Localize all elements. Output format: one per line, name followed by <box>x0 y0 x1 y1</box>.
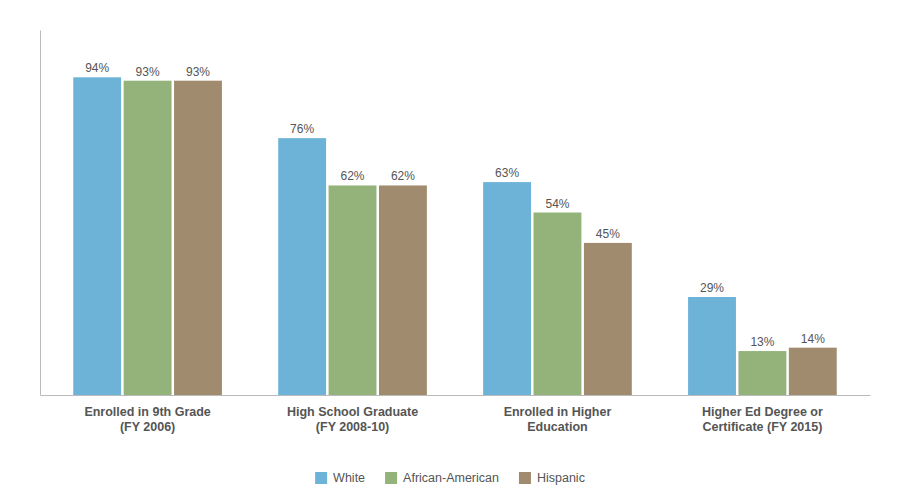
x-axis: Enrolled in 9th Grade(FY 2006) High Schoo… <box>41 396 871 434</box>
data-label: 93% <box>136 65 160 79</box>
data-label: 62% <box>341 169 365 183</box>
x-tick-label-line: High School Graduate <box>287 405 418 419</box>
bar <box>738 351 786 395</box>
data-label: 93% <box>186 65 210 79</box>
x-tick-label-line: (FY 2006) <box>120 420 175 434</box>
legend-label: African-American <box>403 471 499 485</box>
x-tick-label-line: Enrolled in Higher <box>504 405 612 419</box>
bar <box>174 81 222 395</box>
bar <box>278 138 326 395</box>
data-label: 14% <box>801 332 825 346</box>
bar <box>483 182 531 395</box>
y-axis <box>40 31 41 396</box>
x-tick: Enrolled in 9th Grade(FY 2006) <box>84 405 210 434</box>
data-label: 29% <box>700 281 724 295</box>
x-tick-label: Higher Ed Degree orCertificate (FY 2015) <box>702 405 823 434</box>
legend-item: African-American <box>385 471 499 485</box>
data-labels: 94% 76% 63% 29% 93% 62% 54% 13% 93% 62% 45% 14% <box>85 61 825 349</box>
x-tick-label: High School Graduate(FY 2008-10) <box>287 405 418 434</box>
data-label: 13% <box>750 335 774 349</box>
bars <box>73 77 836 395</box>
bar-series <box>73 77 736 395</box>
x-tick: Higher Ed Degree orCertificate (FY 2015) <box>702 405 823 434</box>
legend-swatch <box>315 472 327 484</box>
bar <box>789 348 837 395</box>
x-tick-label-line: Certificate (FY 2015) <box>702 420 822 434</box>
data-label: 62% <box>391 169 415 183</box>
legend: White African-American Hispanic <box>315 471 585 485</box>
x-tick-label: Enrolled in HigherEducation <box>504 405 612 434</box>
data-label: 76% <box>290 122 314 136</box>
chart: 94% 76% 63% 29% 93% 62% 54% 13% 93% 62% 45% 14% Enro… <box>0 0 900 500</box>
x-tick: Enrolled in HigherEducation <box>504 405 612 434</box>
legend-swatch <box>385 472 397 484</box>
x-tick-label-line: (FY 2008-10) <box>316 420 389 434</box>
x-tick-label-line: Higher Ed Degree or <box>702 405 823 419</box>
legend-label: Hispanic <box>537 471 585 485</box>
x-tick-label-line: Enrolled in 9th Grade <box>84 405 210 419</box>
bar <box>73 77 121 395</box>
bar <box>584 243 632 395</box>
x-axis-line <box>41 395 871 396</box>
x-tick: High School Graduate(FY 2008-10) <box>287 405 418 434</box>
bar-series <box>124 81 787 395</box>
data-label: 63% <box>495 166 519 180</box>
bar <box>124 81 172 395</box>
data-label: 54% <box>545 197 569 211</box>
bar <box>379 185 427 395</box>
data-label: 45% <box>596 227 620 241</box>
x-tick-label-line: Education <box>527 420 587 434</box>
bar <box>534 213 582 396</box>
y-axis-line <box>40 31 41 396</box>
bar <box>688 297 736 395</box>
legend-item: White <box>315 471 365 485</box>
legend-label: White <box>333 471 365 485</box>
data-label: 94% <box>85 61 109 75</box>
bar <box>329 185 377 395</box>
x-tick-label: Enrolled in 9th Grade(FY 2006) <box>84 405 210 434</box>
legend-swatch <box>519 472 531 484</box>
legend-item: Hispanic <box>519 471 585 485</box>
bar-series <box>174 81 837 395</box>
